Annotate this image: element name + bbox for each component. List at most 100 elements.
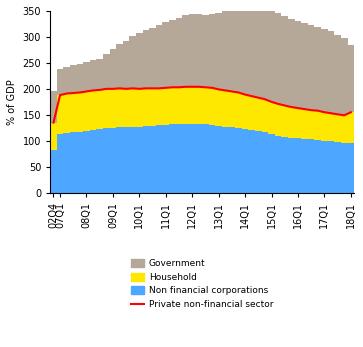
Bar xyxy=(308,139,314,193)
Bar xyxy=(242,129,248,193)
Bar xyxy=(209,14,215,88)
Bar xyxy=(70,133,77,193)
Bar xyxy=(77,132,83,193)
Bar xyxy=(255,8,262,98)
Bar xyxy=(123,89,130,127)
Bar xyxy=(189,14,196,87)
Bar xyxy=(341,143,347,193)
Bar xyxy=(182,15,189,87)
Bar xyxy=(103,54,110,89)
Bar xyxy=(196,124,202,193)
Bar xyxy=(255,132,262,193)
Bar xyxy=(97,129,103,193)
Bar xyxy=(321,112,328,141)
Bar xyxy=(295,138,301,193)
Bar xyxy=(156,125,163,193)
Bar xyxy=(314,140,321,193)
Bar xyxy=(83,131,90,193)
Bar xyxy=(169,87,176,124)
Bar xyxy=(334,35,341,114)
Bar xyxy=(136,89,143,127)
Bar xyxy=(248,96,255,130)
Bar xyxy=(222,127,229,193)
Bar xyxy=(83,92,90,131)
Bar xyxy=(347,45,354,112)
Bar xyxy=(288,107,295,138)
Bar xyxy=(275,104,281,136)
Bar xyxy=(176,124,182,193)
Bar xyxy=(57,95,64,134)
Bar xyxy=(136,127,143,193)
Bar xyxy=(156,88,163,125)
Bar xyxy=(202,87,209,124)
Bar xyxy=(341,115,347,143)
Bar xyxy=(202,124,209,193)
Bar xyxy=(314,111,321,140)
Bar xyxy=(215,90,222,126)
Bar xyxy=(90,60,97,91)
Bar xyxy=(328,141,334,193)
Bar xyxy=(235,93,242,128)
Bar xyxy=(196,87,202,124)
Bar xyxy=(262,133,268,193)
Bar xyxy=(169,20,176,87)
Bar xyxy=(110,89,116,128)
Bar xyxy=(295,108,301,138)
Bar xyxy=(130,127,136,193)
Bar xyxy=(136,33,143,89)
Bar xyxy=(123,127,130,193)
Bar xyxy=(229,127,235,193)
Bar xyxy=(321,141,328,193)
Bar xyxy=(242,6,248,95)
Bar xyxy=(301,23,308,109)
Bar xyxy=(328,31,334,113)
Bar xyxy=(149,126,156,193)
Bar xyxy=(57,134,64,193)
Bar xyxy=(328,113,334,141)
Bar xyxy=(262,9,268,99)
Bar xyxy=(163,125,169,193)
Bar xyxy=(149,88,156,126)
Bar xyxy=(334,114,341,142)
Bar xyxy=(288,138,295,193)
Bar xyxy=(281,105,288,137)
Bar xyxy=(97,59,103,90)
Bar xyxy=(321,28,328,112)
Bar xyxy=(182,87,189,124)
Bar xyxy=(143,88,149,126)
Bar xyxy=(64,94,70,133)
Bar xyxy=(275,136,281,193)
Bar xyxy=(50,150,57,193)
Bar xyxy=(275,12,281,104)
Bar xyxy=(64,67,70,94)
Bar xyxy=(149,27,156,88)
Bar xyxy=(156,25,163,88)
Bar xyxy=(189,124,196,193)
Bar xyxy=(90,91,97,130)
Bar xyxy=(57,69,64,95)
Bar xyxy=(301,139,308,193)
Bar xyxy=(222,91,229,127)
Bar xyxy=(163,22,169,88)
Bar xyxy=(308,110,314,139)
Bar xyxy=(268,102,275,134)
Bar xyxy=(248,130,255,193)
Bar xyxy=(268,10,275,102)
Bar xyxy=(116,127,123,193)
Bar xyxy=(70,65,77,93)
Bar xyxy=(209,88,215,125)
Bar xyxy=(130,88,136,127)
Bar xyxy=(281,16,288,105)
Bar xyxy=(163,88,169,125)
Bar xyxy=(169,124,176,193)
Bar xyxy=(97,90,103,129)
Bar xyxy=(268,134,275,193)
Bar xyxy=(202,15,209,87)
Bar xyxy=(77,93,83,132)
Bar xyxy=(215,126,222,193)
Bar xyxy=(301,109,308,139)
Bar xyxy=(123,41,130,89)
Bar xyxy=(50,122,57,150)
Bar xyxy=(347,112,354,143)
Bar xyxy=(90,130,97,193)
